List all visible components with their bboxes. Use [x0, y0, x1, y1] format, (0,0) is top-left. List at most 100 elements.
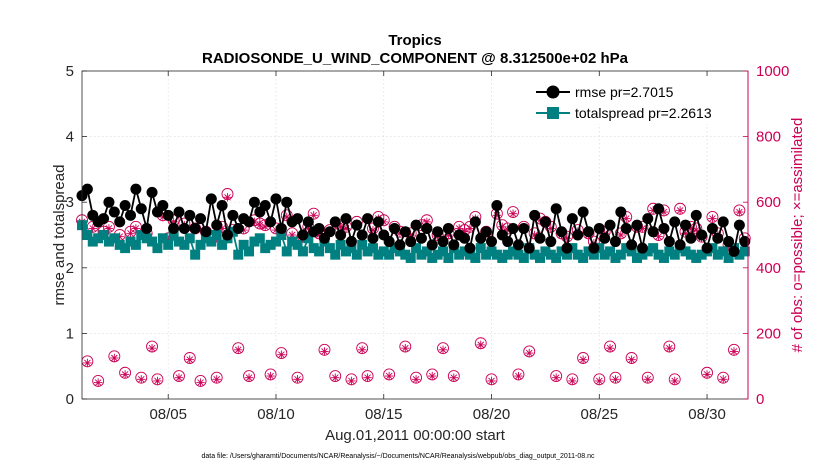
rmse-marker [399, 226, 411, 238]
rmse-line [81, 187, 746, 254]
y-right-tick-label: 800 [756, 129, 781, 146]
rmse-marker [636, 242, 648, 254]
rmse-marker [265, 216, 277, 228]
rmse-marker [135, 203, 147, 215]
legend-rmse-marker [546, 85, 560, 99]
totalspread-marker [545, 249, 556, 260]
totalspread-marker [195, 239, 206, 250]
rmse-marker [178, 222, 190, 234]
x-tick-label: 08/30 [688, 406, 726, 423]
rmse-marker [733, 219, 745, 231]
rmse-marker [227, 209, 239, 221]
rmse-marker [491, 199, 503, 211]
rmse-marker [534, 232, 546, 244]
totalspread-marker [621, 243, 632, 254]
x-tick-label: 08/10 [257, 406, 295, 423]
obs-assimilated-marker [675, 206, 685, 215]
totalspread-marker [551, 252, 562, 263]
rmse-marker [335, 229, 347, 241]
obs-assimilated-stroke [719, 376, 727, 383]
obs-assimilated-stroke [639, 225, 646, 232]
y-left-tick-label: 3 [66, 194, 74, 211]
rmse-marker [690, 209, 702, 221]
obs-assimilated-stroke [525, 349, 533, 357]
y-right-tick-label: 200 [756, 325, 781, 342]
rmse-marker [345, 236, 357, 248]
obs-assimilated-marker [616, 230, 626, 240]
obs-assimilated-marker [293, 375, 302, 384]
totalspread-marker [367, 243, 378, 254]
rmse-marker [372, 216, 384, 228]
totalspread-marker [411, 243, 422, 254]
totalspread-marker [249, 236, 260, 247]
totalspread-marker [561, 249, 572, 260]
obs-assimilated-stroke [660, 208, 668, 216]
totalspread-marker [427, 252, 438, 263]
x-axis-label: Aug.01,2011 00:00:00 start [325, 427, 506, 444]
rmse-marker [523, 242, 535, 254]
obs-assimilated-marker [465, 224, 475, 233]
obs-assimilated-marker [605, 343, 615, 353]
totalspread-marker [508, 246, 519, 257]
rmse-marker [464, 242, 476, 254]
totalspread-marker [739, 246, 750, 257]
obs-assimilated-stroke [186, 356, 194, 363]
totalspread-marker [157, 233, 168, 244]
obs-assimilated-marker [331, 373, 340, 382]
obs-assimilated-marker [449, 373, 458, 382]
totalspread-marker [421, 246, 432, 257]
totalspread-marker [227, 226, 238, 237]
totalspread-marker [648, 243, 659, 254]
obs-assimilated-stroke [628, 356, 635, 363]
obs-assimilated-stroke [488, 377, 495, 385]
totalspread-marker [502, 249, 513, 260]
totalspread-marker [233, 249, 244, 260]
obs-assimilated-marker [153, 376, 162, 386]
totalspread-marker [615, 249, 626, 260]
legend-rmse-label: rmse pr=2.7015 [575, 84, 674, 100]
obs-assimilated-stroke [531, 231, 538, 239]
totalspread-marker [168, 230, 179, 240]
totalspread-marker [120, 243, 131, 254]
x-tick-label: 08/05 [149, 406, 187, 423]
obs-assimilated-stroke [84, 359, 91, 367]
rmse-marker [550, 203, 562, 215]
legend-box [528, 76, 742, 124]
totalspread-marker [605, 246, 616, 257]
obs-assimilated-marker [137, 375, 146, 384]
rmse-marker [426, 239, 438, 251]
y-right-tick-label: 0 [756, 391, 764, 408]
totalspread-marker [362, 246, 373, 257]
y-left-tick-label: 4 [66, 129, 74, 146]
totalspread-marker [416, 249, 427, 260]
rmse-marker [367, 232, 379, 244]
rmse-marker [566, 213, 578, 225]
obs-assimilated-stroke [197, 379, 204, 386]
rmse-marker [103, 196, 115, 208]
y-left-tick-label: 5 [66, 63, 74, 80]
rmse-marker [405, 236, 417, 248]
totalspread-marker [734, 249, 745, 260]
rmse-marker [674, 239, 686, 251]
rmse-marker [556, 226, 568, 238]
rmse-marker [302, 216, 314, 228]
totalspread-marker [114, 239, 125, 250]
totalspread-marker [93, 233, 104, 244]
obs-assimilated-stroke [515, 372, 522, 380]
rmse-marker [442, 222, 454, 234]
rmse-marker [572, 229, 584, 241]
data-file-footnote: data file: /Users/gharamti/Documents/NCA… [201, 453, 595, 460]
obs-assimilated-marker [244, 373, 254, 382]
obs-assimilated-marker [438, 345, 448, 354]
totalspread-marker [335, 239, 346, 250]
totalspread-marker [384, 249, 395, 260]
totalspread-marker [572, 249, 583, 260]
rmse-marker [394, 239, 406, 251]
obs-assimilated-marker [487, 376, 496, 386]
obs-assimilated-marker [476, 340, 485, 350]
totalspread-marker [481, 249, 492, 260]
rmse-marker [356, 229, 368, 241]
rmse-marker [383, 236, 395, 248]
rmse-marker [620, 222, 632, 234]
rmse-marker [81, 183, 93, 195]
